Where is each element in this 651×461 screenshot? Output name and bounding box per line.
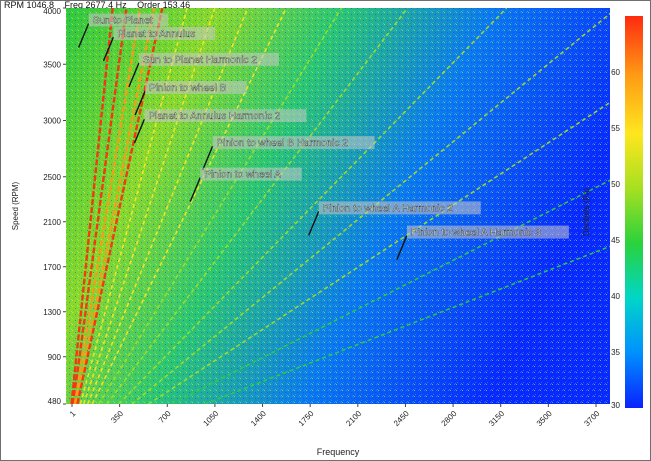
x-tick-label-11: 3500 bbox=[535, 409, 554, 428]
annotation-label-8: Pinion to wheel A Harmonic 2 bbox=[323, 203, 454, 214]
plot-area[interactable]: Sun to Planet Planet to Annulus Sun to Pla… bbox=[66, 8, 651, 404]
y-axis-label: Speed (RPM) bbox=[11, 181, 20, 230]
y-tick-label-1: 480 bbox=[48, 397, 62, 406]
colorbar-label: Decibels (Pa) bbox=[582, 188, 591, 236]
colorbar-tick-6: 55 bbox=[611, 124, 620, 133]
x-tick-label-12: 3700 bbox=[582, 409, 601, 428]
y-tick-label-2: 900 bbox=[48, 353, 62, 362]
colorbar-tick-4: 45 bbox=[611, 236, 620, 245]
y-tick-label-3: 1300 bbox=[43, 308, 61, 317]
x-tick-label-8: 2450 bbox=[392, 409, 411, 428]
annotation-label-9: Pinion to wheel A Harmonic 3 bbox=[411, 228, 542, 239]
x-axis-label: Frequency bbox=[317, 447, 360, 457]
annotation-label-2: Planet to Annulus bbox=[117, 29, 195, 40]
x-tick-label-5: 1400 bbox=[249, 409, 268, 428]
colorbar-gradient bbox=[625, 16, 643, 408]
x-tick-label-10: 3150 bbox=[487, 409, 506, 428]
x-tick-label-1: 1 bbox=[68, 409, 78, 419]
colorbar-ticks: 30 35 40 45 50 55 60 bbox=[611, 68, 620, 410]
annotation-label-3: Sun to Planet Harmonic 2 bbox=[143, 55, 257, 66]
x-tick-label-2: 350 bbox=[109, 409, 125, 425]
x-tick-label-9: 2800 bbox=[440, 409, 459, 428]
colorbar-tick-1: 30 bbox=[611, 401, 620, 410]
colorbar-tick-7: 60 bbox=[611, 68, 620, 77]
y-tick-label-6: 2500 bbox=[43, 173, 61, 182]
x-tick-label-6: 1750 bbox=[297, 409, 316, 428]
x-tick-label-7: 2100 bbox=[344, 409, 363, 428]
colorbar-tick-3: 40 bbox=[611, 292, 620, 301]
y-tick-label-7: 3000 bbox=[43, 117, 61, 126]
y-tick-label-4: 1700 bbox=[43, 263, 61, 272]
annotation-label-6: Pinion to wheel B Harmonic 2 bbox=[217, 138, 349, 149]
y-tick-label-9: 4000 bbox=[43, 7, 61, 16]
annotation-label-7: Pinion to wheel A bbox=[204, 170, 281, 181]
x-tick-label-3: 700 bbox=[157, 409, 173, 425]
y-tick-label-5: 2100 bbox=[43, 218, 61, 227]
x-tick-label-4: 1050 bbox=[201, 409, 220, 428]
colorbar-tick-5: 50 bbox=[611, 180, 620, 189]
annotation-label-4: Pinion to wheel B bbox=[149, 83, 227, 94]
y-axis: 480 900 1300 1700 2100 2500 3000 3500 4000 bbox=[43, 7, 66, 406]
annotation-label-1: Sun to Planet bbox=[93, 16, 153, 27]
colorbar-tick-2: 35 bbox=[611, 348, 620, 357]
annotation-label-5: Planet to Annulus Harmonic 2 bbox=[148, 111, 280, 122]
y-tick-label-8: 3500 bbox=[43, 60, 61, 69]
x-axis: 1 350 700 1050 1400 1750 2100 2450 2800 3150 3500 3… bbox=[68, 404, 602, 428]
